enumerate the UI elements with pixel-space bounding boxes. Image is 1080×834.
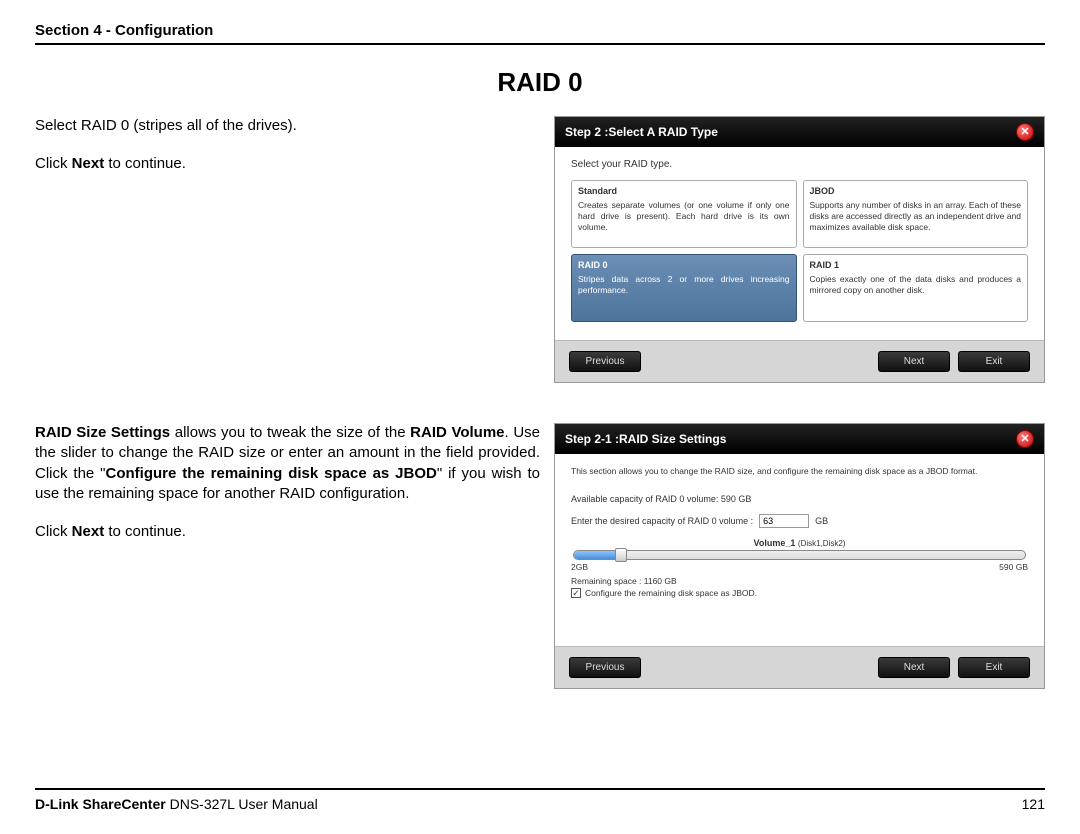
text-bold: Next <box>72 523 105 540</box>
capacity-input[interactable] <box>759 514 809 528</box>
card-title: Standard <box>578 186 790 198</box>
text: allows you to tweak the size of the <box>170 424 410 441</box>
text-block-1: Select RAID 0 (stripes all of the drives… <box>35 116 540 383</box>
slider-fill <box>574 551 619 559</box>
raid-card-standard[interactable]: Standard Creates separate volumes (or on… <box>571 180 797 248</box>
next-button[interactable]: Next <box>878 657 950 678</box>
page-footer: D-Link ShareCenter DNS-327L User Manual … <box>35 788 1045 812</box>
instruction-1: Select RAID 0 (stripes all of the drives… <box>35 116 540 136</box>
text: (Disk1,Disk2) <box>798 539 846 548</box>
capacity-input-row: Enter the desired capacity of RAID 0 vol… <box>571 514 1028 528</box>
available-capacity: Available capacity of RAID 0 volume: 590… <box>571 494 1028 504</box>
previous-button[interactable]: Previous <box>569 351 641 372</box>
close-icon[interactable]: ✕ <box>1016 123 1034 141</box>
page-number: 121 <box>1022 796 1045 812</box>
row-2: RAID Size Settings allows you to tweak t… <box>35 423 1045 689</box>
slider-range: 2GB 590 GB <box>571 562 1028 572</box>
capacity-label: Enter the desired capacity of RAID 0 vol… <box>571 516 753 526</box>
slider-thumb[interactable] <box>615 548 627 562</box>
dialog-body: Select your RAID type. Standard Creates … <box>555 147 1044 322</box>
exit-button[interactable]: Exit <box>958 657 1030 678</box>
dialog-title: Step 2-1 :RAID Size Settings <box>565 432 726 446</box>
next-button[interactable]: Next <box>878 351 950 372</box>
dialog-footer: Previous Next Exit <box>555 646 1044 688</box>
jbod-checkbox-label: Configure the remaining disk space as JB… <box>585 588 757 598</box>
card-title: RAID 1 <box>810 260 1022 272</box>
card-desc: Stripes data across 2 or more drives inc… <box>578 274 790 296</box>
instruction-3: RAID Size Settings allows you to tweak t… <box>35 423 540 504</box>
text-bold: Configure the remaining disk space as JB… <box>106 465 437 482</box>
dialog-desc: This section allows you to change the RA… <box>571 466 1028 476</box>
slider-min: 2GB <box>571 562 588 572</box>
dialog-header: Step 2-1 :RAID Size Settings ✕ <box>555 424 1044 454</box>
row-1: Select RAID 0 (stripes all of the drives… <box>35 116 1045 383</box>
card-desc: Copies exactly one of the data disks and… <box>810 274 1022 296</box>
remaining-space: Remaining space : 1160 GB <box>571 576 1028 586</box>
dialog-subtitle: Select your RAID type. <box>571 159 1028 170</box>
exit-button[interactable]: Exit <box>958 351 1030 372</box>
text: Click <box>35 155 72 172</box>
card-desc: Creates separate volumes (or one volume … <box>578 200 790 233</box>
text: Click <box>35 523 72 540</box>
close-icon[interactable]: ✕ <box>1016 430 1034 448</box>
instruction-4: Click Next to continue. <box>35 522 540 542</box>
screenshot-raid-type: Step 2 :Select A RAID Type ✕ Select your… <box>554 116 1045 383</box>
footer-brand: D-Link ShareCenter <box>35 796 166 812</box>
instruction-2: Click Next to continue. <box>35 154 540 174</box>
section-header: Section 4 - Configuration <box>35 22 1045 45</box>
raid-card-jbod[interactable]: JBOD Supports any number of disks in an … <box>803 180 1029 248</box>
raid-card-raid1[interactable]: RAID 1 Copies exactly one of the data di… <box>803 254 1029 322</box>
text-block-2: RAID Size Settings allows you to tweak t… <box>35 423 540 689</box>
jbod-checkbox[interactable]: ✓ <box>571 588 581 598</box>
text: Volume_1 <box>754 538 796 548</box>
card-title: JBOD <box>810 186 1022 198</box>
dialog-title: Step 2 :Select A RAID Type <box>565 125 718 139</box>
text-bold: Next <box>72 155 105 172</box>
footer-model: DNS-327L User Manual <box>166 796 318 812</box>
card-desc: Supports any number of disks in an array… <box>810 200 1022 233</box>
previous-button[interactable]: Previous <box>569 657 641 678</box>
raid-card-raid0[interactable]: RAID 0 Stripes data across 2 or more dri… <box>571 254 797 322</box>
text: to continue. <box>104 523 186 540</box>
raid-size-slider[interactable] <box>573 550 1026 560</box>
text-bold: RAID Volume <box>410 424 504 441</box>
footer-left: D-Link ShareCenter DNS-327L User Manual <box>35 796 318 812</box>
volume-label: Volume_1 (Disk1,Disk2) <box>571 538 1028 548</box>
dialog-header: Step 2 :Select A RAID Type ✕ <box>555 117 1044 147</box>
text: to continue. <box>104 155 186 172</box>
dialog-footer: Previous Next Exit <box>555 340 1044 382</box>
card-title: RAID 0 <box>578 260 790 272</box>
text-bold: RAID Size Settings <box>35 424 170 441</box>
jbod-checkbox-row: ✓ Configure the remaining disk space as … <box>571 588 1028 598</box>
raid-options-grid: Standard Creates separate volumes (or on… <box>571 180 1028 322</box>
dialog-body: This section allows you to change the RA… <box>555 454 1044 598</box>
slider-max: 590 GB <box>999 562 1028 572</box>
capacity-unit: GB <box>815 516 828 526</box>
page-title: RAID 0 <box>35 67 1045 98</box>
screenshot-raid-size: Step 2-1 :RAID Size Settings ✕ This sect… <box>554 423 1045 689</box>
